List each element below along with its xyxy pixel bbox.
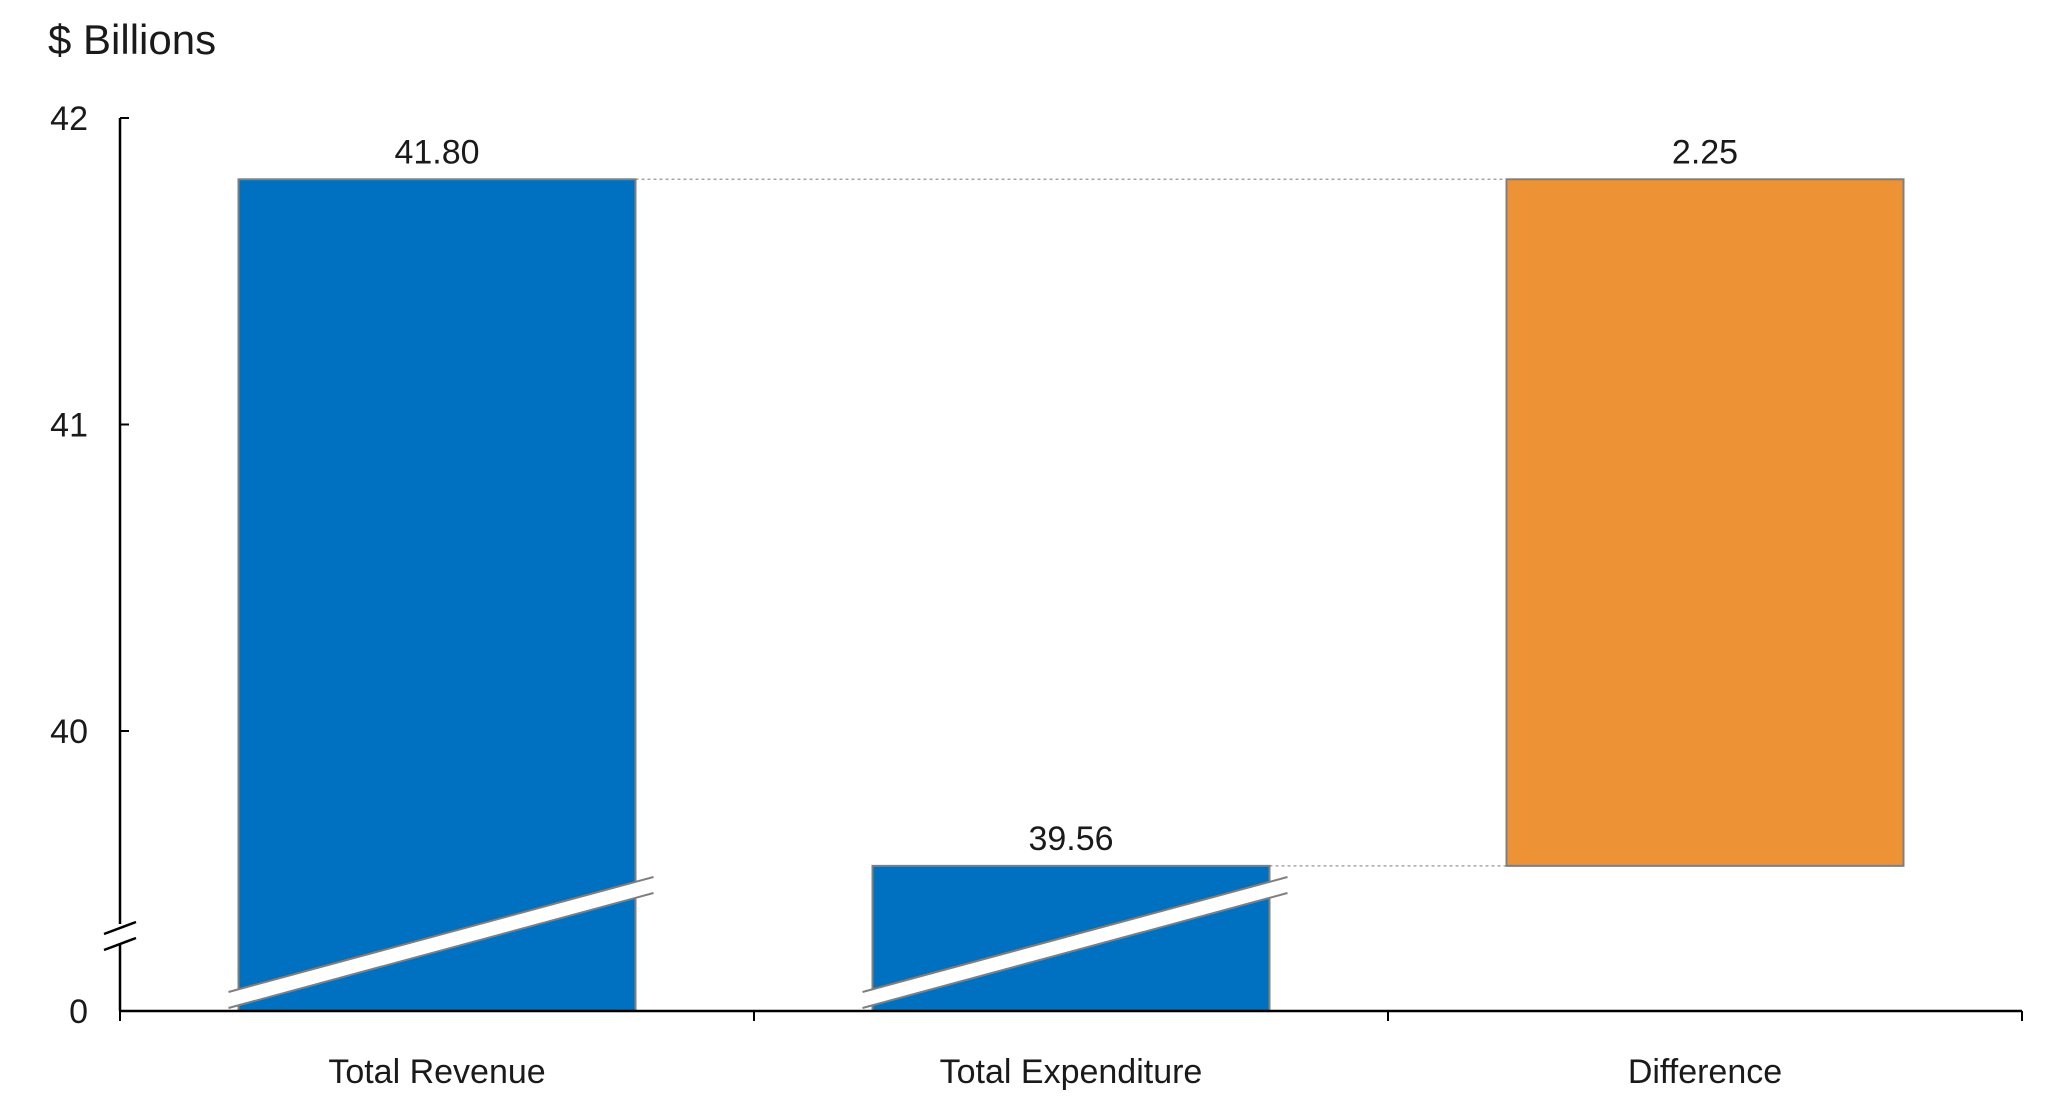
bar-break-edge: [862, 876, 1288, 993]
bar-break-gap: [226, 877, 656, 1008]
y-axis-break-mark: [103, 936, 137, 952]
x-tick-label-total-expenditure: Total Expenditure: [940, 1053, 1203, 1091]
bar-break-gap: [860, 877, 1290, 1008]
y-axis-break-mark: [103, 920, 137, 936]
x-tick-label-total-revenue: Total Revenue: [328, 1053, 545, 1091]
bar-break-edge: [228, 892, 654, 1009]
x-tick-label-difference: Difference: [1628, 1053, 1782, 1091]
connector-lines: [635, 178, 1507, 867]
axes: 0 40 41 42: [50, 100, 2023, 1031]
unit-label: $ Billions: [48, 16, 217, 63]
data-label-difference: 2.25: [1672, 133, 1738, 171]
y-tick-label: 40: [50, 713, 88, 751]
bar-break-edge: [862, 892, 1288, 1009]
bars: [237, 178, 1905, 1013]
y-tick-label: 41: [50, 407, 88, 445]
data-labels: 41.80 Total Revenue 39.56 Total Expenditure…: [328, 133, 1782, 1091]
axis-break-marks: [226, 876, 1290, 1009]
bar-break-edge: [228, 876, 654, 993]
y-tick-label: 42: [50, 100, 88, 138]
data-label-total-expenditure: 39.56: [1028, 820, 1113, 858]
bar-total-revenue: [237, 178, 637, 1013]
bar-difference: [1505, 178, 1905, 867]
data-label-total-revenue: 41.80: [394, 133, 479, 171]
y-tick-label: 0: [69, 993, 88, 1031]
